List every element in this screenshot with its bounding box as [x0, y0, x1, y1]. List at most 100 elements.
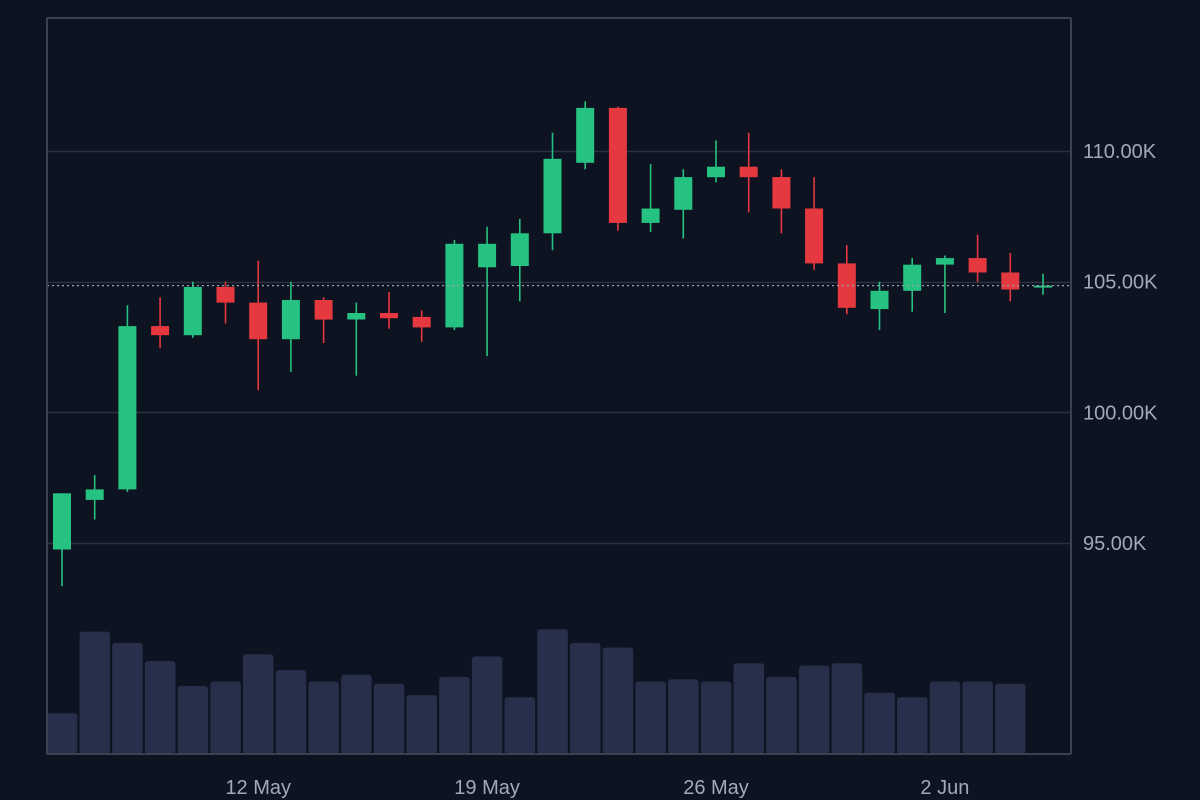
candle: [281, 281, 300, 372]
candle-body: [216, 286, 235, 303]
candle-body: [314, 300, 333, 320]
volume-bar: [700, 681, 732, 754]
volume-bar: [210, 681, 241, 754]
candle: [870, 281, 889, 330]
time-tick-label: 12 May: [225, 777, 291, 799]
candle-body: [118, 326, 137, 490]
volume-bar: [897, 697, 928, 754]
candle-body: [53, 493, 71, 550]
candle: [608, 106, 627, 231]
candle-body: [1001, 272, 1020, 290]
candle: [805, 177, 824, 270]
candle: [85, 475, 104, 520]
chart-frame: [46, 17, 1072, 755]
volume-bar: [341, 674, 372, 754]
candle-body: [543, 158, 562, 234]
volume-bar: [504, 697, 536, 754]
volume-bar: [733, 663, 764, 754]
volume-bar: [79, 631, 110, 754]
candle: [707, 140, 725, 183]
volume-bar: [864, 692, 895, 754]
candle: [837, 245, 856, 315]
candle: [380, 292, 398, 329]
candle: [739, 132, 758, 213]
candle-body: [805, 208, 824, 264]
candle-body: [772, 177, 791, 209]
price-tick-label: 100.00K: [1083, 402, 1158, 424]
candle-body: [412, 316, 431, 328]
candle-body: [445, 243, 464, 328]
candle: [641, 164, 660, 232]
candle-body: [510, 233, 529, 266]
candle-body: [1034, 285, 1052, 288]
candle-body: [281, 300, 300, 340]
price-gridlines: [47, 150, 1071, 545]
time-tick-label: 2 Jun: [920, 777, 969, 799]
volume-bar: [668, 679, 699, 754]
candle: [1034, 273, 1052, 295]
candle-body: [151, 326, 170, 336]
candle-body: [380, 313, 398, 319]
volume-bar: [243, 654, 274, 754]
time-axis: 12 May 19 May 26 May 2 Jun: [225, 777, 969, 799]
candle: [118, 305, 137, 492]
candle-body: [249, 302, 268, 340]
volume-bar: [308, 681, 339, 754]
volume-bar: [602, 647, 634, 754]
candle: [510, 218, 529, 302]
candle-body: [837, 263, 856, 308]
candle: [576, 101, 595, 170]
volume-bars: [46, 629, 1026, 754]
candle-body: [576, 107, 595, 163]
candle: [674, 169, 693, 239]
candle-body: [707, 166, 725, 178]
volume-bar: [439, 676, 470, 754]
volume-bar: [962, 681, 993, 754]
candle-body: [674, 177, 693, 210]
candle: [543, 132, 562, 251]
volume-bar: [471, 656, 503, 754]
volume-bar: [406, 695, 437, 754]
candle: [903, 258, 922, 312]
candle-body: [870, 290, 889, 310]
candle-body: [85, 489, 104, 500]
volume-bar: [537, 629, 568, 754]
candle: [347, 302, 366, 376]
volume-bar: [46, 713, 78, 754]
time-tick-label: 19 May: [454, 777, 520, 799]
price-tick-label: 105.00K: [1083, 272, 1158, 294]
price-tick-label: 95.00K: [1083, 533, 1147, 555]
volume-bar: [177, 686, 209, 754]
volume-bar: [373, 683, 405, 754]
candle: [249, 260, 268, 391]
candles: [53, 101, 1052, 587]
candle: [772, 169, 791, 234]
volume-bar: [275, 670, 307, 754]
volume-bar: [144, 661, 176, 754]
candle-body: [935, 258, 954, 265]
volume-bar: [570, 642, 601, 754]
price-axis: 95.00K 100.00K 105.00K 110.00K: [1083, 141, 1158, 555]
candle: [1001, 252, 1020, 302]
candle: [183, 281, 202, 338]
candle-body: [608, 107, 627, 223]
candle-body: [739, 166, 758, 178]
volume-bar: [766, 676, 797, 754]
volume-bar: [995, 683, 1026, 754]
candle: [478, 226, 497, 357]
candle: [445, 239, 464, 330]
candle: [412, 310, 431, 342]
volume-bar: [635, 681, 666, 754]
candle-body: [641, 208, 660, 223]
candle-body: [347, 313, 366, 320]
volume-bar: [929, 681, 961, 754]
candle-body: [183, 286, 202, 336]
candle: [151, 297, 170, 349]
time-tick-label: 26 May: [683, 777, 749, 799]
volume-bar: [798, 665, 830, 754]
candle: [935, 255, 954, 313]
candle: [314, 297, 333, 344]
price-tick-label: 110.00K: [1083, 141, 1157, 163]
volume-bar: [112, 642, 143, 754]
